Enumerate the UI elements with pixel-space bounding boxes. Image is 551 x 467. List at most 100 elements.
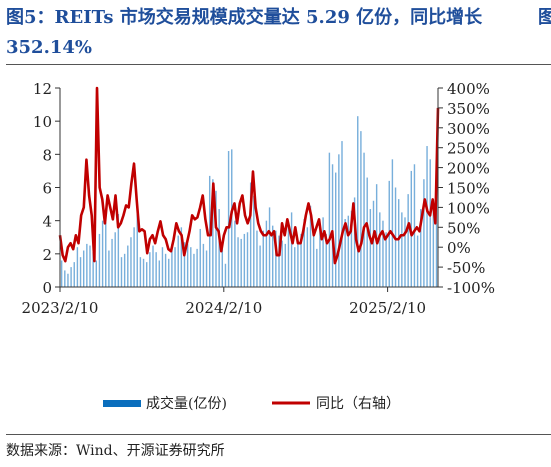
volume-bar: [120, 257, 123, 287]
volume-bar: [259, 245, 261, 287]
volume-bar: [432, 202, 435, 287]
volume-bar: [127, 245, 129, 287]
volume-bar: [161, 247, 164, 287]
right-tick-label: 300%: [447, 120, 490, 138]
volume-bar: [98, 233, 101, 287]
volume-bar: [136, 214, 138, 287]
volume-bar: [344, 219, 346, 287]
volume-bar: [180, 227, 183, 287]
right-tick-label: 0%: [447, 239, 471, 257]
legend-swatch-bars: [103, 400, 141, 407]
axis-frame: [59, 88, 439, 288]
bar-series-group: [60, 116, 438, 288]
volume-bar: [398, 199, 400, 287]
right-tick-label: 250%: [447, 140, 490, 158]
left-tick-label: 4: [42, 213, 52, 231]
left-tick-label: 12: [33, 80, 52, 98]
volume-bar: [123, 253, 126, 287]
volume-bar: [224, 263, 227, 287]
volume-bar: [369, 209, 372, 287]
volume-bar: [146, 262, 148, 288]
left-tick-label: 8: [42, 146, 52, 164]
volume-bar: [416, 235, 419, 287]
volume-bar: [300, 233, 302, 287]
line-series-group: [58, 86, 440, 265]
volume-bar: [303, 219, 305, 287]
right-tick-label: 200%: [447, 160, 490, 178]
volume-bar: [281, 240, 283, 287]
volume-bar: [168, 258, 170, 287]
right-tick-label: -100%: [447, 279, 495, 297]
title-divider: [6, 64, 551, 65]
volume-bar: [271, 225, 274, 287]
volume-bar: [101, 220, 104, 287]
volume-bar: [174, 247, 176, 287]
volume-bar: [158, 260, 161, 287]
legend-label-line: 同比（右轴）: [316, 396, 400, 412]
adjacent-figure-clip: 图: [538, 7, 551, 28]
volume-bar: [319, 228, 321, 287]
volume-bar: [423, 179, 425, 287]
volume-bar: [60, 260, 63, 287]
left-tick-label: 2: [42, 246, 52, 264]
volume-bar: [385, 232, 387, 287]
volume-bar: [353, 197, 356, 287]
left-tick-label: 6: [42, 180, 52, 198]
volume-bar: [360, 131, 362, 287]
volume-bar: [290, 212, 293, 288]
volume-bar: [401, 212, 403, 288]
volume-bar: [89, 245, 91, 287]
volume-bar: [105, 222, 107, 287]
volume-bar: [265, 220, 268, 287]
left-tick-label: 0: [42, 279, 52, 297]
volume-bar: [331, 164, 334, 287]
volume-bar: [221, 245, 224, 287]
volume-bar: [429, 159, 431, 287]
volume-bar: [133, 227, 135, 287]
volume-bar: [366, 177, 368, 287]
volume-bar: [325, 233, 327, 287]
volume-bar: [164, 253, 167, 287]
volume-bar: [114, 232, 116, 287]
volume-bar: [215, 190, 217, 287]
volume-bar: [407, 194, 409, 287]
volume-bar: [382, 220, 384, 287]
source-note: 数据来源：Wind、开源证券研究所: [6, 443, 225, 459]
volume-bar: [316, 248, 318, 287]
volume-bar: [139, 257, 142, 287]
volume-bar: [391, 159, 394, 287]
volume-bar: [240, 238, 242, 287]
right-tick-label: 50%: [447, 219, 480, 237]
volume-bar: [294, 247, 296, 287]
volume-bar: [404, 217, 406, 287]
left-tick-label: 10: [33, 113, 52, 131]
volume-bar: [177, 235, 179, 287]
volume-bar: [193, 253, 195, 287]
volume-bar: [130, 237, 132, 287]
volume-bar: [67, 273, 69, 287]
volume-bar: [212, 179, 214, 287]
volume-bar: [262, 230, 264, 287]
volume-bar: [426, 146, 428, 287]
volume-bar: [322, 217, 324, 287]
volume-bar: [347, 215, 350, 287]
volume-bar: [268, 207, 271, 287]
right-tick-label: 100%: [447, 199, 490, 217]
volume-bar: [234, 220, 236, 287]
volume-bar: [227, 151, 230, 287]
volume-bar: [275, 230, 277, 287]
volume-bar: [218, 209, 220, 287]
legend: 成交量(亿份) 同比（右轴）: [103, 395, 400, 412]
volume-bar: [95, 260, 98, 287]
volume-bar: [256, 230, 258, 287]
volume-bar: [149, 252, 151, 287]
volume-bar: [73, 262, 75, 288]
volume-bar: [306, 227, 309, 287]
volume-bar: [202, 243, 205, 287]
volume-bar: [357, 116, 359, 287]
volume-bar: [243, 233, 246, 287]
footer-divider: [6, 434, 551, 435]
volume-bar: [152, 245, 154, 287]
x-tick-label: 2025/2/10: [349, 299, 426, 317]
volume-bar: [76, 247, 79, 287]
